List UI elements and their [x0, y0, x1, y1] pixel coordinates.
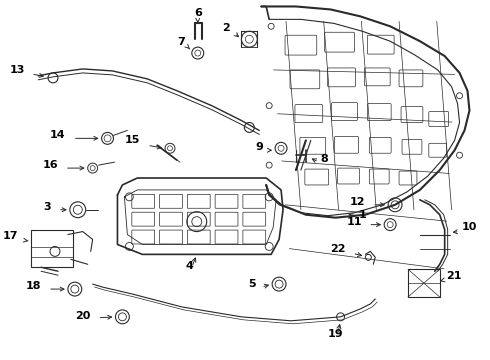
Text: 2: 2 — [222, 23, 229, 33]
Text: 11: 11 — [347, 217, 363, 227]
Text: 15: 15 — [125, 135, 140, 145]
Text: 5: 5 — [248, 279, 256, 289]
Text: 18: 18 — [25, 281, 41, 291]
Text: 3: 3 — [44, 202, 51, 212]
Bar — [31, 230, 73, 267]
Text: 8: 8 — [321, 154, 328, 164]
Text: 21: 21 — [446, 271, 461, 281]
Bar — [408, 269, 440, 297]
Text: 13: 13 — [10, 65, 25, 75]
Text: 20: 20 — [75, 311, 91, 321]
Text: 1: 1 — [358, 210, 366, 220]
Text: 7: 7 — [177, 37, 185, 47]
Text: 14: 14 — [49, 130, 65, 140]
Text: 16: 16 — [42, 160, 58, 170]
Text: 10: 10 — [462, 222, 477, 231]
Text: 9: 9 — [255, 142, 263, 152]
Text: 12: 12 — [350, 197, 366, 207]
Text: 6: 6 — [194, 8, 202, 18]
Text: 19: 19 — [328, 329, 343, 339]
Text: 17: 17 — [3, 231, 18, 242]
Text: 22: 22 — [330, 244, 345, 255]
Text: 4: 4 — [186, 261, 194, 271]
